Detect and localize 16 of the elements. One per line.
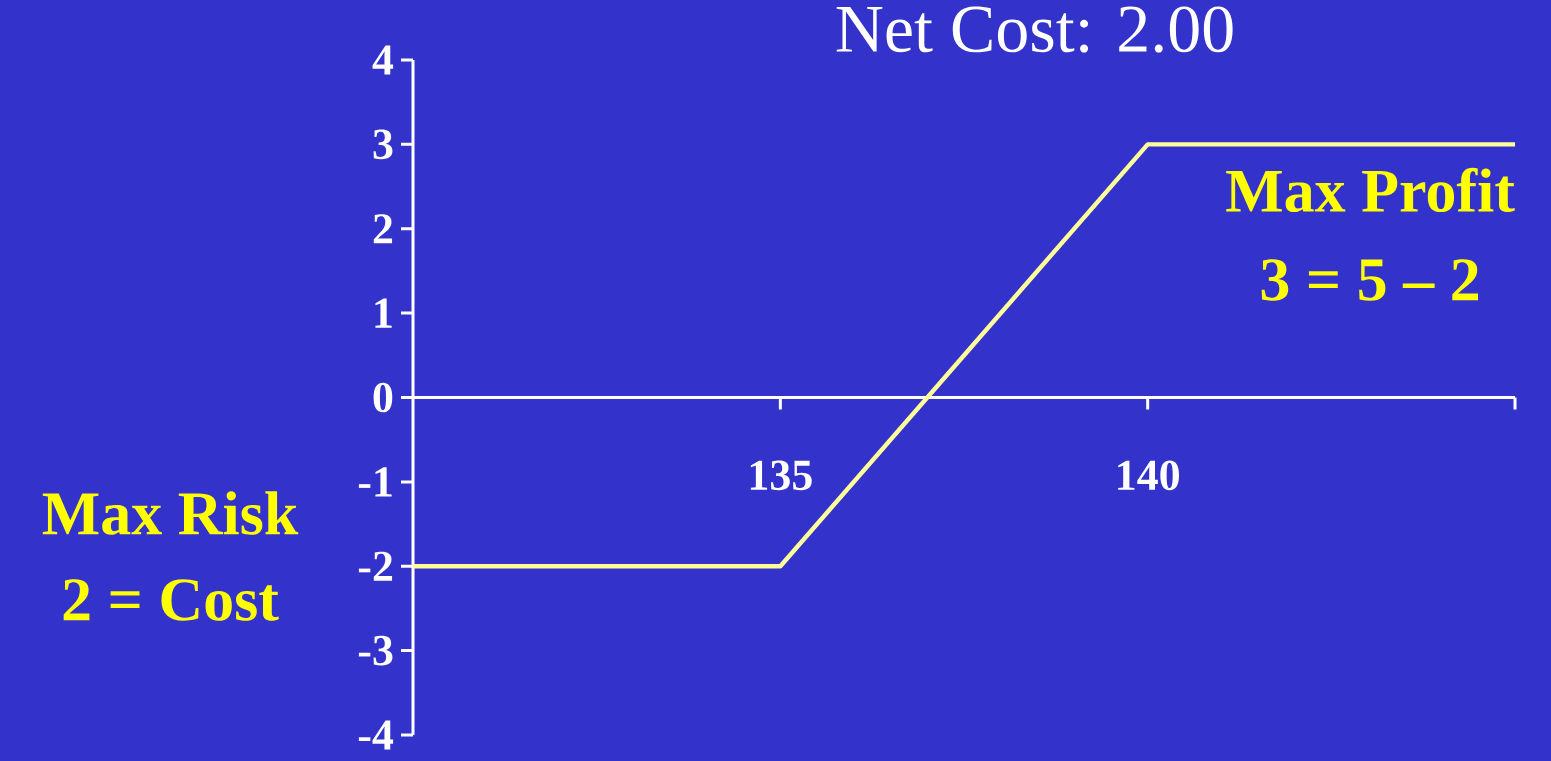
y-tick-label: 0 <box>373 382 393 413</box>
annotation: Max Profit <box>1226 167 1515 213</box>
y-tick-label: -3 <box>358 635 393 666</box>
text: 2 = Cost <box>63 579 279 621</box>
chart-title: Net Cost: 2.00 <box>836 6 1233 53</box>
y-tick-label: 4 <box>372 45 394 75</box>
annotation: 3 = 5 – 2 <box>1261 259 1479 301</box>
text: Max Risk <box>42 491 299 535</box>
y-tick-label: -2 <box>358 551 393 581</box>
y-tick-label: 2 <box>373 214 393 244</box>
y-tick-label: -4 <box>358 720 394 750</box>
y-tick-label: 1 <box>375 298 392 328</box>
y-tick-label: 3 <box>373 129 393 160</box>
y-tick-label: -1 <box>358 467 392 497</box>
x-tick-label: 135 <box>750 460 812 491</box>
x-tick-label: 140 <box>1118 460 1180 491</box>
